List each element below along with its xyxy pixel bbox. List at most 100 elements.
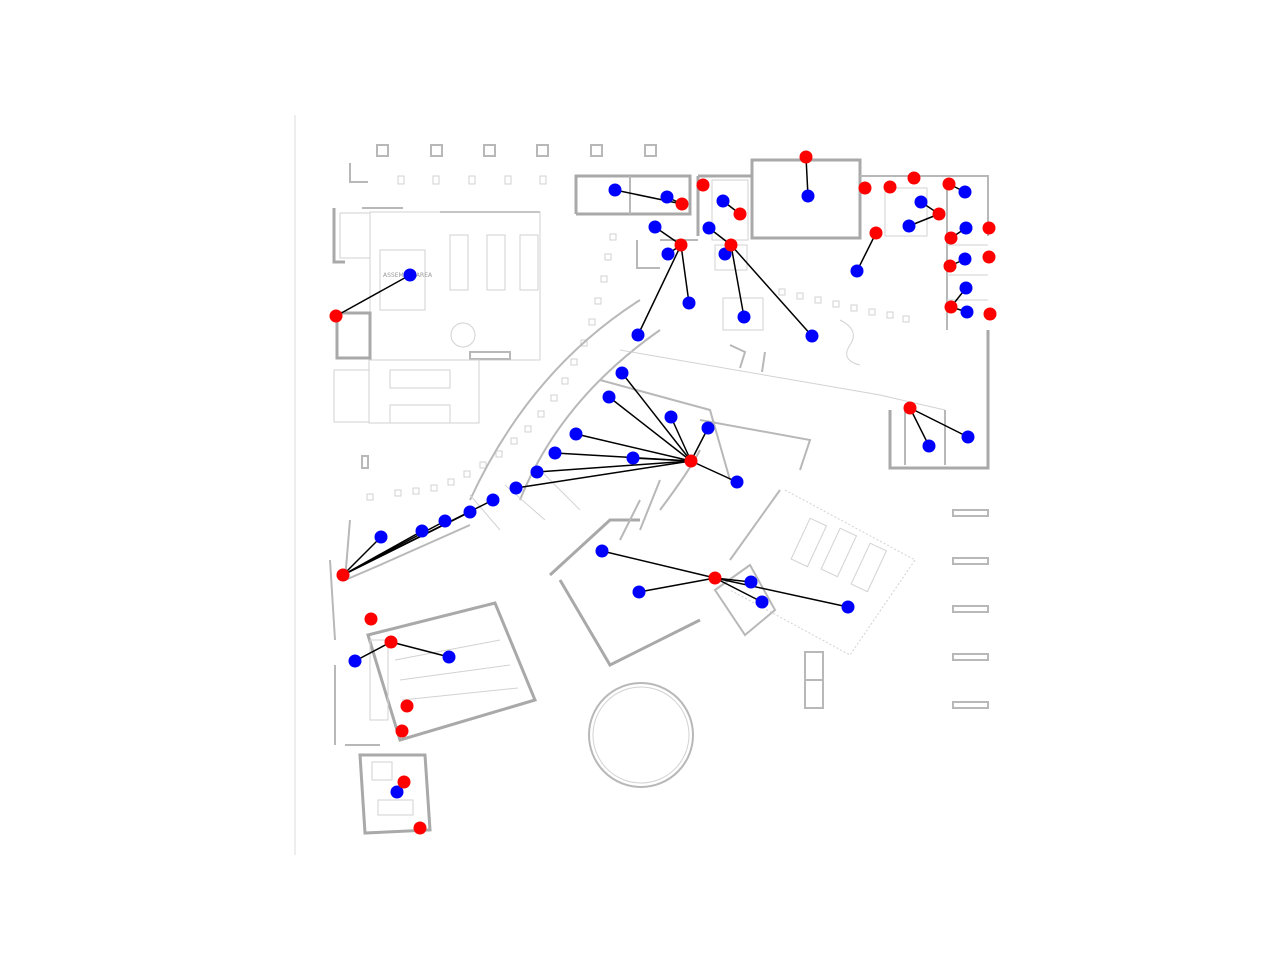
- anchor-point: [708, 571, 722, 585]
- node-point: [716, 194, 730, 208]
- column-marker: [394, 489, 402, 497]
- anchor-point: [674, 238, 688, 252]
- column-marker: [902, 315, 910, 323]
- anchor-point: [903, 401, 917, 415]
- node-point: [730, 475, 744, 489]
- anchor-point: [397, 775, 411, 789]
- column-marker: [412, 487, 420, 495]
- graph-link: [909, 407, 969, 438]
- node-point: [415, 524, 429, 538]
- anchor-point: [869, 226, 883, 240]
- graph-link: [335, 274, 411, 317]
- anchor-point: [942, 177, 956, 191]
- node-point: [850, 264, 864, 278]
- column-marker: [366, 493, 374, 501]
- column-marker: [814, 296, 822, 304]
- column-marker: [580, 339, 588, 347]
- anchor-point: [336, 568, 350, 582]
- node-point: [682, 296, 696, 310]
- node-point: [348, 654, 362, 668]
- node-point: [438, 514, 452, 528]
- anchor-point: [944, 300, 958, 314]
- curved-corridor: [343, 299, 990, 667]
- anchor-point: [943, 259, 957, 273]
- anchor-point: [684, 454, 698, 468]
- node-point: [390, 785, 404, 799]
- graph-link: [601, 550, 716, 579]
- node-point: [702, 221, 716, 235]
- anchor-point: [733, 207, 747, 221]
- node-point: [958, 252, 972, 266]
- column-marker: [495, 450, 503, 458]
- column-marker: [594, 297, 602, 305]
- graph-link: [690, 460, 738, 483]
- node-point: [486, 493, 500, 507]
- node-point: [403, 268, 417, 282]
- graph-link: [342, 536, 382, 576]
- node-point: [569, 427, 583, 441]
- north-central-rooms: [574, 158, 989, 331]
- column-marker: [430, 484, 438, 492]
- graph-link: [515, 460, 692, 489]
- graph-link: [632, 457, 692, 462]
- column-marker: [570, 358, 578, 366]
- anchor-point: [400, 699, 414, 713]
- graph-link: [390, 641, 450, 658]
- column-marker: [447, 478, 455, 486]
- anchor-point: [799, 150, 813, 164]
- graph-link: [805, 156, 809, 197]
- node-point: [701, 421, 715, 435]
- column-marker: [524, 425, 532, 433]
- graph-link: [670, 416, 692, 462]
- node-point: [914, 195, 928, 209]
- node-point: [958, 185, 972, 199]
- node-point: [632, 585, 646, 599]
- column-marker: [778, 288, 786, 296]
- column-marker: [796, 292, 804, 300]
- anchor-point: [883, 180, 897, 194]
- anchor-point: [932, 207, 946, 221]
- anchor-point: [696, 178, 710, 192]
- column-marker: [588, 318, 596, 326]
- anchor-point: [384, 635, 398, 649]
- node-point: [902, 219, 916, 233]
- anchor-point: [982, 250, 996, 264]
- graph-link: [856, 232, 877, 272]
- column-marker: [600, 275, 608, 283]
- graph-link: [536, 460, 692, 473]
- node-point: [660, 190, 674, 204]
- node-point: [626, 451, 640, 465]
- graph-link: [909, 407, 930, 447]
- node-point: [463, 505, 477, 519]
- node-point: [841, 600, 855, 614]
- column-marker: [479, 461, 487, 469]
- graph-link: [714, 577, 763, 603]
- column-marker: [550, 394, 558, 402]
- anchor-point: [858, 181, 872, 195]
- node-point: [744, 575, 758, 589]
- column-marker: [604, 253, 612, 261]
- column-marker: [832, 300, 840, 308]
- anchor-point: [395, 724, 409, 738]
- node-point: [664, 410, 678, 424]
- column-marker: [850, 304, 858, 312]
- anchor-point: [675, 197, 689, 211]
- column-marker: [510, 437, 518, 445]
- node-point: [661, 247, 675, 261]
- node-point: [602, 390, 616, 404]
- column-row: [376, 144, 657, 157]
- column-marker: [886, 311, 894, 319]
- node-point: [548, 446, 562, 460]
- graph-link: [680, 244, 690, 304]
- node-point: [805, 329, 819, 343]
- column-marker: [463, 470, 471, 478]
- graph-link: [608, 396, 692, 462]
- column-marker: [537, 410, 545, 418]
- graph-link: [575, 433, 692, 462]
- node-point: [374, 530, 388, 544]
- node-point: [530, 465, 544, 479]
- anchor-point: [944, 231, 958, 245]
- column-marker: [561, 377, 569, 385]
- graph-link: [714, 577, 849, 608]
